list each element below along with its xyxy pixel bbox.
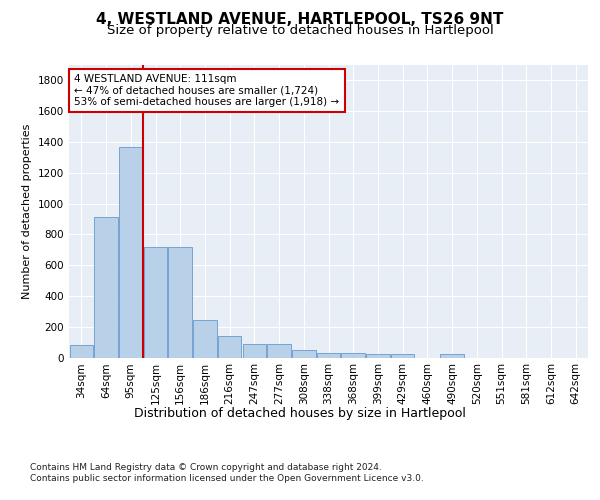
Text: Size of property relative to detached houses in Hartlepool: Size of property relative to detached ho… [107, 24, 493, 37]
Bar [144, 248, 167, 358]
Bar [440, 354, 464, 358]
Bar [94, 218, 118, 358]
Bar [292, 350, 316, 358]
Bar [317, 353, 340, 358]
Text: 4 WESTLAND AVENUE: 111sqm
← 47% of detached houses are smaller (1,724)
53% of se: 4 WESTLAND AVENUE: 111sqm ← 47% of detac… [74, 74, 340, 107]
Bar [341, 353, 365, 358]
Bar [242, 344, 266, 358]
Text: Contains public sector information licensed under the Open Government Licence v3: Contains public sector information licen… [30, 474, 424, 483]
Bar [119, 146, 143, 358]
Y-axis label: Number of detached properties: Number of detached properties [22, 124, 32, 299]
Bar [268, 344, 291, 358]
Bar [70, 345, 93, 358]
Text: Distribution of detached houses by size in Hartlepool: Distribution of detached houses by size … [134, 408, 466, 420]
Bar [218, 336, 241, 357]
Text: 4, WESTLAND AVENUE, HARTLEPOOL, TS26 9NT: 4, WESTLAND AVENUE, HARTLEPOOL, TS26 9NT [97, 12, 503, 28]
Bar [193, 320, 217, 358]
Bar [169, 248, 192, 358]
Bar [391, 354, 415, 358]
Bar [366, 354, 389, 358]
Text: Contains HM Land Registry data © Crown copyright and database right 2024.: Contains HM Land Registry data © Crown c… [30, 462, 382, 471]
